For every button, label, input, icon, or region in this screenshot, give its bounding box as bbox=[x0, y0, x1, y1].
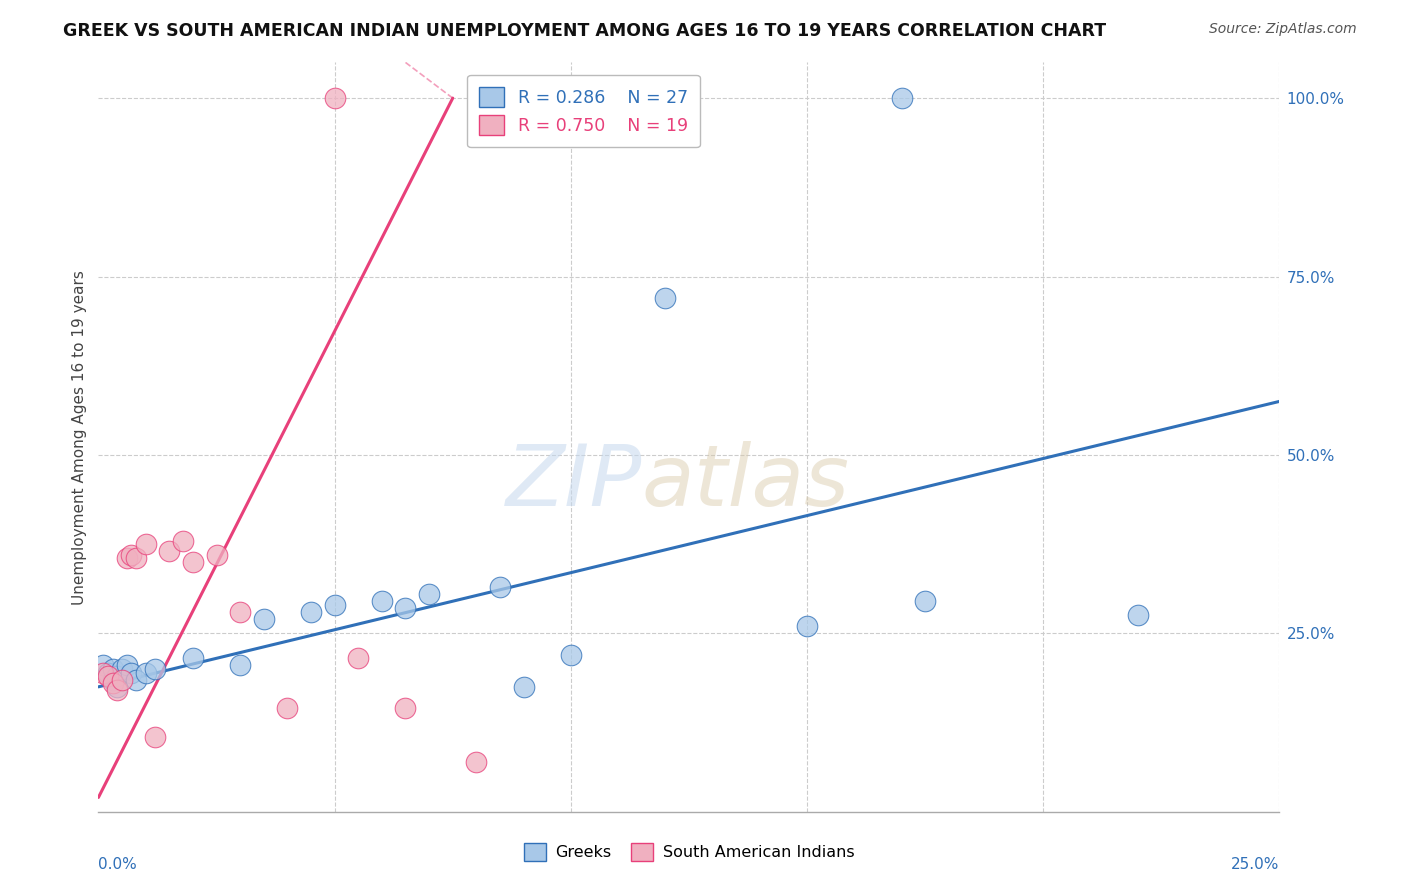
Point bbox=[418, 587, 440, 601]
Text: 0.0%: 0.0% bbox=[98, 856, 138, 871]
Point bbox=[914, 594, 936, 608]
Point bbox=[796, 619, 818, 633]
Point bbox=[172, 533, 194, 548]
Point bbox=[560, 648, 582, 662]
Point bbox=[465, 755, 488, 769]
Point bbox=[347, 651, 370, 665]
Point bbox=[115, 551, 138, 566]
Text: ZIP: ZIP bbox=[505, 441, 641, 524]
Point bbox=[97, 665, 120, 680]
Point bbox=[229, 605, 252, 619]
Point bbox=[143, 730, 166, 744]
Text: 25.0%: 25.0% bbox=[1232, 856, 1279, 871]
Point bbox=[394, 601, 416, 615]
Point bbox=[135, 665, 157, 680]
Point bbox=[489, 580, 512, 594]
Point bbox=[654, 291, 676, 305]
Point bbox=[121, 548, 143, 562]
Point bbox=[890, 91, 912, 105]
Point bbox=[1126, 608, 1149, 623]
Point bbox=[394, 701, 416, 715]
Point bbox=[101, 673, 124, 687]
Point bbox=[105, 683, 128, 698]
Point bbox=[111, 662, 134, 676]
Point bbox=[105, 669, 128, 683]
Point bbox=[299, 605, 322, 619]
Text: GREEK VS SOUTH AMERICAN INDIAN UNEMPLOYMENT AMONG AGES 16 TO 19 YEARS CORRELATIO: GREEK VS SOUTH AMERICAN INDIAN UNEMPLOYM… bbox=[63, 22, 1107, 40]
Point bbox=[181, 555, 204, 569]
Point bbox=[181, 651, 204, 665]
Point bbox=[105, 680, 128, 694]
Point bbox=[125, 551, 148, 566]
Point bbox=[97, 669, 120, 683]
Point bbox=[121, 665, 143, 680]
Point bbox=[91, 665, 114, 680]
Point bbox=[229, 658, 252, 673]
Text: atlas: atlas bbox=[641, 441, 849, 524]
Point bbox=[323, 598, 346, 612]
Point bbox=[205, 548, 228, 562]
Y-axis label: Unemployment Among Ages 16 to 19 years: Unemployment Among Ages 16 to 19 years bbox=[72, 269, 87, 605]
Point bbox=[512, 680, 534, 694]
Point bbox=[115, 658, 138, 673]
Point bbox=[143, 662, 166, 676]
Point bbox=[157, 544, 180, 558]
Point bbox=[323, 91, 346, 105]
Point bbox=[253, 612, 276, 626]
Point bbox=[276, 701, 298, 715]
Point bbox=[101, 676, 124, 690]
Point bbox=[125, 673, 148, 687]
Legend: Greeks, South American Indians: Greeks, South American Indians bbox=[517, 836, 860, 867]
Point bbox=[371, 594, 394, 608]
Point bbox=[135, 537, 157, 551]
Point bbox=[101, 662, 124, 676]
Point bbox=[111, 673, 134, 687]
Point bbox=[91, 658, 114, 673]
Text: Source: ZipAtlas.com: Source: ZipAtlas.com bbox=[1209, 22, 1357, 37]
